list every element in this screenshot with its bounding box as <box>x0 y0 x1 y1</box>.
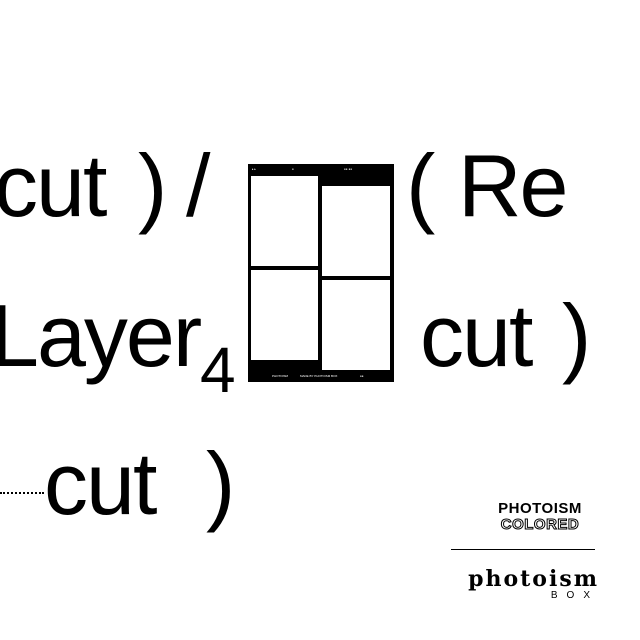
photo-frame-right-top <box>322 186 390 276</box>
brand-wordmark: photoism <box>468 566 599 592</box>
text-paren-3: ) <box>206 434 235 533</box>
photo-strip: ▸ ▸ ● ●● ●● PHOTOISM MADE BY PHOTOISM BO… <box>248 164 394 382</box>
strip-label-bottom-mid: MADE BY PHOTOISM BOX <box>300 374 338 378</box>
text-subscript-4: 4 <box>200 334 236 406</box>
photo-frame-left-bottom <box>251 270 318 360</box>
text-layer: Layer <box>0 286 202 385</box>
text-cut-3: cut <box>44 434 157 533</box>
text-cut-2: cut <box>420 286 533 385</box>
strip-label-bottom-left: PHOTOISM <box>272 374 288 378</box>
strip-label-top-right: ●● ●● <box>344 167 353 171</box>
brand-photoism: PHOTOISM <box>498 500 582 517</box>
text-paren-2: ) <box>562 286 591 385</box>
strip-label-bottom-right: ●● <box>360 374 364 378</box>
text-slash: / <box>186 136 210 235</box>
photo-frame-left-top <box>251 176 318 266</box>
text-paren-1: ) <box>138 136 167 235</box>
brand-wordmark-sub: BOX <box>550 590 599 601</box>
strip-label-top-mid: ● <box>292 167 294 171</box>
dotted-line <box>0 492 44 494</box>
text-re: Re <box>458 136 568 235</box>
brand-divider <box>451 549 595 550</box>
photo-frame-right-bottom <box>322 280 390 370</box>
text-cut-1: cut <box>0 136 107 235</box>
text-open-paren: ( <box>406 136 435 235</box>
brand-colored: COLORED <box>500 516 580 534</box>
strip-label-top-left: ▸ ▸ <box>252 167 256 171</box>
